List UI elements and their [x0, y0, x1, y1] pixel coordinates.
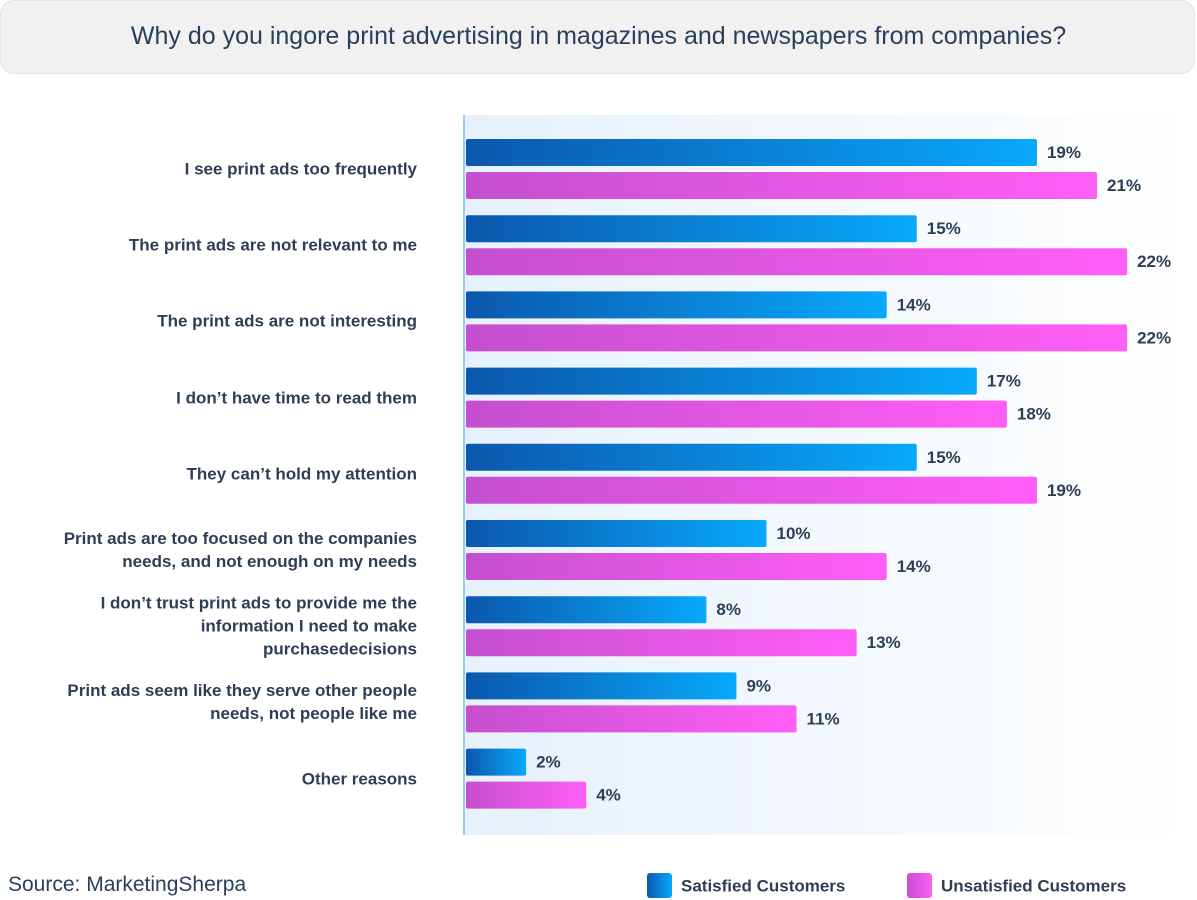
bar: [466, 215, 917, 243]
bar: [466, 629, 857, 657]
bar: [466, 781, 587, 809]
chart-title: Why do you ingore print advertising in m…: [130, 22, 1067, 50]
legend-swatch: [647, 873, 672, 898]
value-label: 19%: [1047, 143, 1081, 162]
legend-swatch: [907, 873, 932, 898]
bar: [466, 367, 977, 395]
category-label: Print ads seem like they serve other peo…: [67, 681, 417, 724]
value-label: 2%: [536, 753, 561, 772]
category-label: The print ads are not interesting: [157, 311, 417, 331]
value-label: 15%: [927, 448, 961, 467]
bar: [466, 553, 887, 580]
bar: [466, 476, 1037, 504]
bar: [466, 705, 797, 733]
bar: [466, 324, 1128, 352]
bar: [466, 400, 1007, 428]
bar: [466, 443, 917, 471]
bar: [466, 596, 707, 624]
category-label: Other reasons: [301, 769, 417, 789]
value-label: 8%: [716, 600, 741, 619]
bar: [466, 520, 767, 547]
value-label: 14%: [897, 295, 931, 314]
legend-label: Satisfied Customers: [681, 876, 845, 895]
value-label: 10%: [777, 524, 811, 543]
value-label: 21%: [1107, 176, 1141, 195]
value-label: 11%: [807, 709, 840, 728]
bar: [466, 748, 527, 776]
value-label: 22%: [1137, 328, 1171, 347]
value-label: 13%: [867, 633, 901, 652]
category-label: I don’t have time to read them: [176, 388, 417, 408]
bar: [466, 248, 1128, 276]
category-label: They can’t hold my attention: [186, 464, 417, 484]
source: Source: MarketingSherpa: [8, 873, 247, 896]
bar: [466, 291, 887, 319]
category-label: The print ads are not relevant to me: [128, 235, 417, 255]
category-label: Print ads are too focused on the compani…: [63, 529, 417, 571]
bar: [466, 672, 737, 700]
title-box: [0, 0, 1195, 74]
bar: [466, 139, 1037, 166]
value-label: 9%: [746, 676, 771, 695]
value-label: 17%: [987, 372, 1021, 391]
legend-label: Unsatisfied Customers: [941, 876, 1126, 895]
value-label: 15%: [927, 219, 961, 238]
value-label: 14%: [897, 557, 931, 576]
value-label: 19%: [1047, 481, 1081, 500]
value-label: 4%: [596, 786, 621, 805]
category-label: I see print ads too frequently: [184, 159, 417, 179]
value-label: 22%: [1137, 252, 1171, 271]
category-label: I don’t trust print ads to provide me th…: [100, 593, 417, 659]
value-label: 18%: [1017, 405, 1051, 424]
bar: [466, 172, 1098, 199]
